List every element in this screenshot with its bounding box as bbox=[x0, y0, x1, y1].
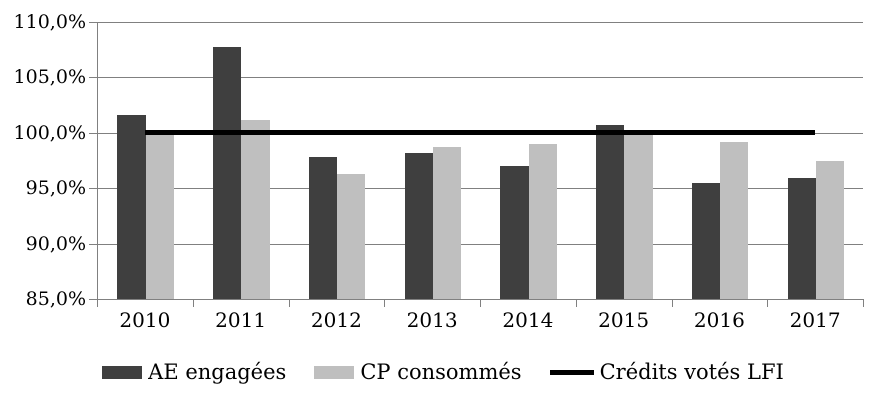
x-axis-tick bbox=[863, 299, 864, 307]
bar-cp-2013 bbox=[432, 147, 462, 299]
legend-item-ae: AE engagées bbox=[102, 360, 286, 384]
x-axis-tick bbox=[480, 299, 481, 307]
y-axis-tick bbox=[89, 243, 97, 245]
gridline bbox=[97, 243, 863, 245]
x-axis-tick bbox=[384, 299, 386, 307]
y-axis-tick bbox=[89, 22, 97, 23]
y-tick-label: 90,0% bbox=[25, 232, 86, 255]
ae-series-swatch-icon bbox=[102, 365, 143, 379]
y-tick-label: 85,0% bbox=[25, 288, 86, 310]
bar-ae-2012 bbox=[308, 157, 338, 299]
x-axis-tick bbox=[288, 299, 290, 307]
bar-ae-2017 bbox=[787, 178, 816, 299]
x-tick-label: 2010 bbox=[119, 308, 171, 332]
x-tick-label: 2012 bbox=[310, 308, 362, 332]
bar-cp-2015 bbox=[624, 132, 653, 299]
legend-item-lfi: Crédits votés LFI bbox=[549, 360, 784, 384]
bar-cp-2016 bbox=[720, 141, 749, 299]
reference-line-lfi bbox=[144, 130, 816, 136]
x-tick-label: 2016 bbox=[693, 308, 745, 332]
gridline bbox=[97, 188, 863, 190]
bar-ae-2010 bbox=[117, 115, 146, 299]
legend-label-cp: CP consommés bbox=[360, 360, 522, 384]
y-tick-label: 110,0% bbox=[13, 11, 86, 33]
x-axis-tick bbox=[767, 299, 769, 307]
y-axis-tick bbox=[89, 77, 97, 79]
gridline bbox=[97, 77, 863, 79]
y-axis-line bbox=[97, 22, 98, 299]
y-axis-tick bbox=[89, 299, 97, 300]
gridline bbox=[97, 22, 863, 23]
plot-area bbox=[97, 22, 863, 300]
bar-ae-2015 bbox=[596, 125, 625, 299]
y-tick-label: 100,0% bbox=[13, 121, 86, 144]
legend: AE engagées CP consommés Crédits votés L… bbox=[0, 352, 886, 392]
lfi-line-swatch-icon bbox=[549, 369, 594, 375]
x-axis-tick bbox=[192, 299, 194, 307]
bar-ae-2011 bbox=[213, 47, 242, 299]
bar-cp-2011 bbox=[241, 119, 270, 299]
bar-ae-2014 bbox=[500, 166, 529, 299]
y-axis-tick bbox=[89, 132, 97, 134]
legend-item-cp: CP consommés bbox=[314, 360, 522, 384]
bar-cp-2017 bbox=[815, 160, 845, 299]
cp-series-swatch-icon bbox=[314, 365, 355, 379]
bar-cp-2012 bbox=[337, 173, 366, 299]
x-axis-tick bbox=[575, 299, 577, 307]
x-axis-tick bbox=[671, 299, 673, 307]
y-tick-label: 105,0% bbox=[13, 66, 86, 89]
bar-cp-2014 bbox=[528, 143, 557, 299]
bar-ae-2016 bbox=[691, 182, 721, 299]
y-axis-tick bbox=[89, 188, 97, 190]
x-axis-tick bbox=[97, 299, 98, 307]
x-tick-label: 2014 bbox=[502, 308, 554, 332]
x-tick-label: 2015 bbox=[598, 308, 650, 332]
bar-ae-2013 bbox=[404, 152, 433, 299]
x-tick-label: 2017 bbox=[789, 308, 841, 332]
x-tick-label: 2013 bbox=[406, 308, 458, 332]
legend-label-lfi: Crédits votés LFI bbox=[599, 360, 784, 384]
legend-label-ae: AE engagées bbox=[148, 360, 287, 384]
y-tick-label: 95,0% bbox=[25, 177, 86, 200]
bar-cp-2010 bbox=[145, 131, 174, 299]
x-tick-label: 2011 bbox=[215, 308, 267, 332]
